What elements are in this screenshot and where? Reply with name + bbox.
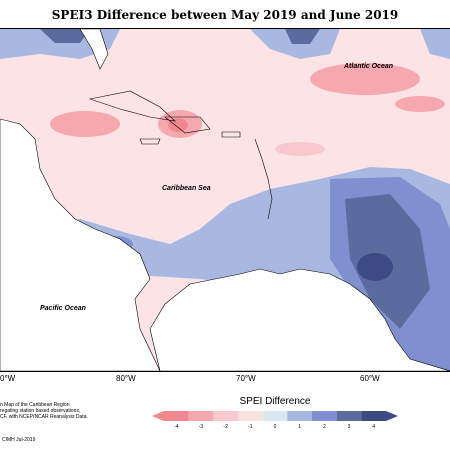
dry-spot-4 xyxy=(395,96,445,112)
legend-tick-label: 4 xyxy=(372,424,376,430)
atlantic-ocean-label: Atlantic Ocean xyxy=(344,63,394,70)
legend-swatch xyxy=(238,411,263,421)
credit-text: n Map of the Caribbean Region regating s… xyxy=(0,402,88,420)
legend-tick-label: -1 xyxy=(248,424,253,430)
legend-swatch xyxy=(262,411,288,421)
florida-land xyxy=(79,29,109,70)
legend-tick-label: -4 xyxy=(174,424,179,430)
legend-colorbar xyxy=(152,411,398,421)
cuba-land xyxy=(88,90,176,122)
central-america-land xyxy=(0,118,161,371)
legend-swatch xyxy=(336,411,362,421)
puerto-rico-land xyxy=(221,131,241,138)
wet-zone-northwest-core xyxy=(40,29,90,43)
credit-line-1: n Map of the Caribbean Region xyxy=(0,402,70,408)
spei-map xyxy=(0,29,450,371)
legend-swatch xyxy=(287,411,312,421)
wet-zone-northeast xyxy=(420,29,450,59)
longitude-label-70w: 70°W xyxy=(236,374,256,383)
legend-swatch xyxy=(188,411,214,421)
legend-arrow-low xyxy=(152,411,164,421)
dry-spot-1 xyxy=(50,111,120,137)
south-america-land xyxy=(149,268,450,371)
longitude-label-60w: 60°W xyxy=(360,374,380,383)
pacific-ocean-label: Pacific Ocean xyxy=(40,305,86,312)
legend-swatch xyxy=(213,411,238,421)
jamaica-land xyxy=(139,138,161,145)
longitude-label-80w: 80°W xyxy=(116,374,136,383)
legend-tick-label: 0 xyxy=(273,424,277,430)
hispaniola-land xyxy=(164,116,211,134)
legend-tick-label: -3 xyxy=(198,424,204,430)
legend-tick-label: 3 xyxy=(347,424,351,430)
legend-swatch xyxy=(312,411,337,421)
credit-date: CIMH Jul-2019 xyxy=(2,437,36,443)
legend-tick-label: 1 xyxy=(298,424,302,430)
legend-swatch xyxy=(361,411,386,421)
legend-swatch xyxy=(164,411,189,421)
legend-title: SPEI Difference xyxy=(239,396,311,407)
caribbean-sea-label: Caribbean Sea xyxy=(162,185,211,192)
map-panel: Atlantic Ocean Caribbean Sea Pacific Oce… xyxy=(0,28,450,372)
map-title: SPEI3 Difference between May 2019 and Ju… xyxy=(51,8,399,22)
longitude-label-0: 0°W xyxy=(0,374,16,383)
credit-line-2: regating station based observations, xyxy=(0,408,81,414)
dry-spot-3 xyxy=(310,63,420,95)
legend-tick-label: -2 xyxy=(223,424,228,430)
credit-line-3: CF, with NCEP/NCAR Reanalysis Data. xyxy=(0,414,88,420)
legend-tick-label: 2 xyxy=(322,424,326,430)
dry-spot-5 xyxy=(275,142,325,156)
wet-spot-max xyxy=(357,253,393,281)
dry-spot-2-core xyxy=(168,118,188,132)
lesser-antilles xyxy=(254,138,273,220)
legend-arrow-high xyxy=(386,411,398,421)
wet-zone-north-center-core xyxy=(285,29,320,44)
